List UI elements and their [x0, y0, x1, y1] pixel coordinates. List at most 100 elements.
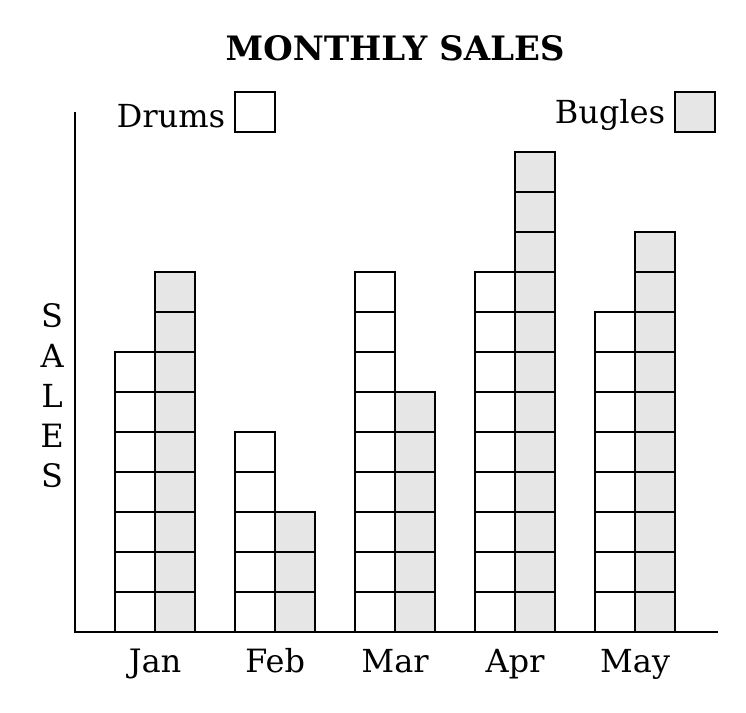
bar-unit-box: [234, 431, 276, 473]
y-axis-label-letter: E: [40, 417, 63, 455]
bar-unit-box: [474, 431, 516, 473]
y-axis-label-letter: A: [39, 337, 64, 375]
y-axis-label-letter: S: [41, 457, 63, 495]
bar-unit-box: [514, 271, 556, 313]
bar-unit-box: [634, 391, 676, 433]
bar-unit-box: [474, 271, 516, 313]
bar-unit-box: [514, 591, 556, 633]
bar-unit-box: [634, 591, 676, 633]
x-tick-labels: Jan Feb Mar Apr May: [126, 642, 670, 680]
bar-unit-box: [114, 391, 156, 433]
legend-drums-label: Drums: [117, 97, 225, 135]
bar-unit-box: [514, 471, 556, 513]
bar-unit-box: [354, 271, 396, 313]
bar-unit-box: [234, 511, 276, 553]
bar-unit-box: [634, 551, 676, 593]
x-tick-label: Mar: [361, 642, 429, 680]
bar-unit-box: [594, 591, 636, 633]
bar-drums-jan: [114, 351, 156, 633]
bar-unit-box: [394, 431, 436, 473]
bar-unit-box: [394, 591, 436, 633]
bar-drums-feb: [234, 431, 276, 633]
bar-bugles-may: [634, 231, 676, 633]
bar-unit-box: [514, 351, 556, 393]
bar-unit-box: [114, 551, 156, 593]
x-tick-label: Feb: [245, 642, 305, 680]
bar-unit-box: [154, 591, 196, 633]
bar-unit-box: [594, 351, 636, 393]
bar-unit-box: [634, 231, 676, 273]
bar-unit-box: [594, 311, 636, 353]
bar-unit-box: [154, 511, 196, 553]
bar-unit-box: [594, 431, 636, 473]
bar-unit-box: [594, 471, 636, 513]
bar-unit-box: [594, 551, 636, 593]
chart-title: MONTHLY SALES: [226, 29, 565, 69]
bar-unit-box: [634, 351, 676, 393]
bar-unit-box: [514, 151, 556, 193]
bar-unit-box: [634, 511, 676, 553]
bar-unit-box: [154, 311, 196, 353]
bar-unit-box: [474, 311, 516, 353]
bar-unit-box: [514, 551, 556, 593]
bar-unit-box: [354, 511, 396, 553]
bar-unit-box: [514, 311, 556, 353]
y-axis-label-letter: L: [41, 377, 62, 415]
bar-unit-box: [354, 351, 396, 393]
bar-unit-box: [514, 231, 556, 273]
bar-unit-box: [634, 431, 676, 473]
x-tick-label: May: [600, 642, 670, 680]
bar-unit-box: [354, 431, 396, 473]
bar-unit-box: [514, 511, 556, 553]
bar-unit-box: [594, 511, 636, 553]
bar-drums-apr: [474, 271, 516, 633]
bar-unit-box: [274, 511, 316, 553]
bar-unit-box: [114, 471, 156, 513]
bar-unit-box: [354, 311, 396, 353]
bar-unit-box: [154, 551, 196, 593]
bar-unit-box: [354, 391, 396, 433]
bar-unit-box: [514, 391, 556, 433]
bar-unit-box: [474, 551, 516, 593]
bar-unit-box: [394, 551, 436, 593]
bar-unit-box: [354, 551, 396, 593]
bar-unit-box: [474, 591, 516, 633]
bar-unit-box: [354, 471, 396, 513]
bar-unit-box: [354, 591, 396, 633]
legend-bugles-swatch: [674, 91, 716, 133]
y-axis-label-letter: S: [41, 297, 63, 335]
bar-unit-box: [634, 271, 676, 313]
legend-drums: Drums: [117, 91, 276, 135]
bar-drums-mar: [354, 271, 396, 633]
bar-unit-box: [114, 351, 156, 393]
bar-unit-box: [514, 431, 556, 473]
bar-unit-box: [234, 551, 276, 593]
bar-unit-box: [394, 471, 436, 513]
bar-unit-box: [234, 471, 276, 513]
bar-unit-box: [474, 351, 516, 393]
bar-unit-box: [394, 391, 436, 433]
bar-unit-box: [514, 191, 556, 233]
bar-unit-box: [274, 551, 316, 593]
bar-unit-box: [154, 271, 196, 313]
bar-unit-box: [114, 431, 156, 473]
bar-bugles-mar: [394, 391, 436, 633]
bar-drums-may: [594, 311, 636, 633]
bar-unit-box: [474, 471, 516, 513]
bar-unit-box: [154, 351, 196, 393]
bar-unit-box: [154, 391, 196, 433]
x-tick-label: Jan: [126, 642, 182, 680]
legend-bugles: Bugles: [555, 91, 716, 133]
bar-unit-box: [594, 391, 636, 433]
bar-bugles-apr: [514, 151, 556, 633]
bar-bugles-feb: [274, 511, 316, 633]
legend-drums-swatch: [234, 91, 276, 133]
legend-bugles-label: Bugles: [555, 93, 665, 131]
bar-unit-box: [474, 391, 516, 433]
bar-unit-box: [394, 511, 436, 553]
bar-bugles-jan: [154, 271, 196, 633]
bar-unit-box: [474, 511, 516, 553]
x-tick-label: Apr: [485, 642, 546, 680]
bar-unit-box: [154, 471, 196, 513]
